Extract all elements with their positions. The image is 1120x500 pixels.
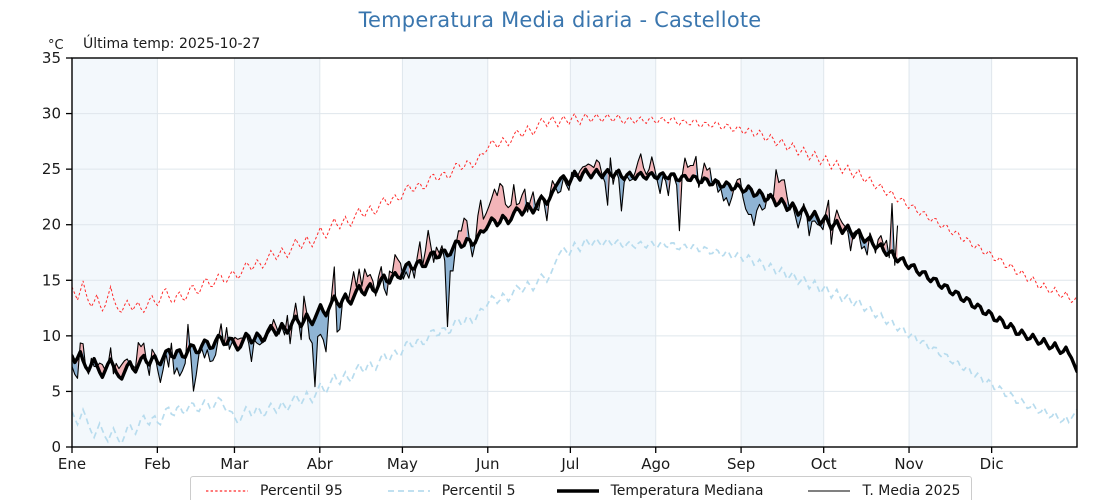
y-axis-ticks: 0 5 10 15 20 25 30 35 [42, 49, 72, 456]
chart-legend: Percentil 95 Percentil 5 Temperatura Med… [190, 476, 972, 500]
series-lines [72, 112, 1077, 445]
y-axis-unit-label: °C [48, 38, 64, 53]
svg-text:Feb: Feb [144, 455, 171, 473]
svg-text:25: 25 [42, 160, 61, 178]
legend-swatch-temperatura-mediana [556, 489, 599, 493]
svg-text:35: 35 [42, 49, 61, 67]
legend-swatch-percentil-5 [387, 490, 430, 492]
svg-text:Ago: Ago [641, 455, 670, 473]
plot-frame [71, 57, 1078, 448]
svg-text:30: 30 [42, 105, 61, 123]
legend-item-t-media-2025[interactable]: T. Media 2025 [807, 477, 960, 500]
legend-swatch-t-media-2025 [808, 490, 851, 492]
legend-label-t-media-2025: T. Media 2025 [862, 483, 961, 499]
svg-text:Oct: Oct [811, 455, 837, 473]
svg-text:May: May [387, 455, 418, 473]
svg-text:20: 20 [42, 216, 61, 234]
svg-text:Abr: Abr [307, 455, 334, 473]
svg-text:Jul: Jul [560, 455, 579, 473]
svg-text:Ene: Ene [58, 455, 86, 473]
svg-text:15: 15 [42, 271, 61, 289]
svg-text:0: 0 [51, 438, 61, 456]
legend-swatch-percentil-95 [206, 490, 248, 492]
svg-text:Sep: Sep [727, 455, 755, 473]
legend-item-percentil-5[interactable]: Percentil 5 [387, 477, 516, 500]
legend-item-temperatura-mediana[interactable]: Temperatura Mediana [556, 477, 764, 500]
svg-text:5: 5 [51, 382, 61, 400]
legend-label-percentil-5: Percentil 5 [441, 483, 516, 499]
svg-text:Dic: Dic [980, 455, 1004, 473]
legend-item-percentil-95[interactable]: Percentil 95 [205, 477, 343, 500]
page-title: Temperatura Media diaria - Castellote [358, 8, 762, 32]
x-axis-ticks: Ene Feb Mar Abr May Jun Jul Ago Sep Oct Nov Dic [58, 447, 1004, 473]
legend-label-temperatura-mediana: Temperatura Mediana [610, 483, 764, 499]
svg-text:Mar: Mar [220, 455, 249, 473]
svg-text:Nov: Nov [894, 455, 923, 473]
last-temp-label: Última temp: 2025-10-27 [83, 36, 261, 52]
legend-label-percentil-95: Percentil 95 [260, 483, 343, 499]
chart-gridlines [72, 58, 1077, 447]
svg-text:Jun: Jun [475, 455, 499, 473]
month-background-bands [72, 58, 1077, 447]
svg-text:10: 10 [42, 327, 61, 345]
